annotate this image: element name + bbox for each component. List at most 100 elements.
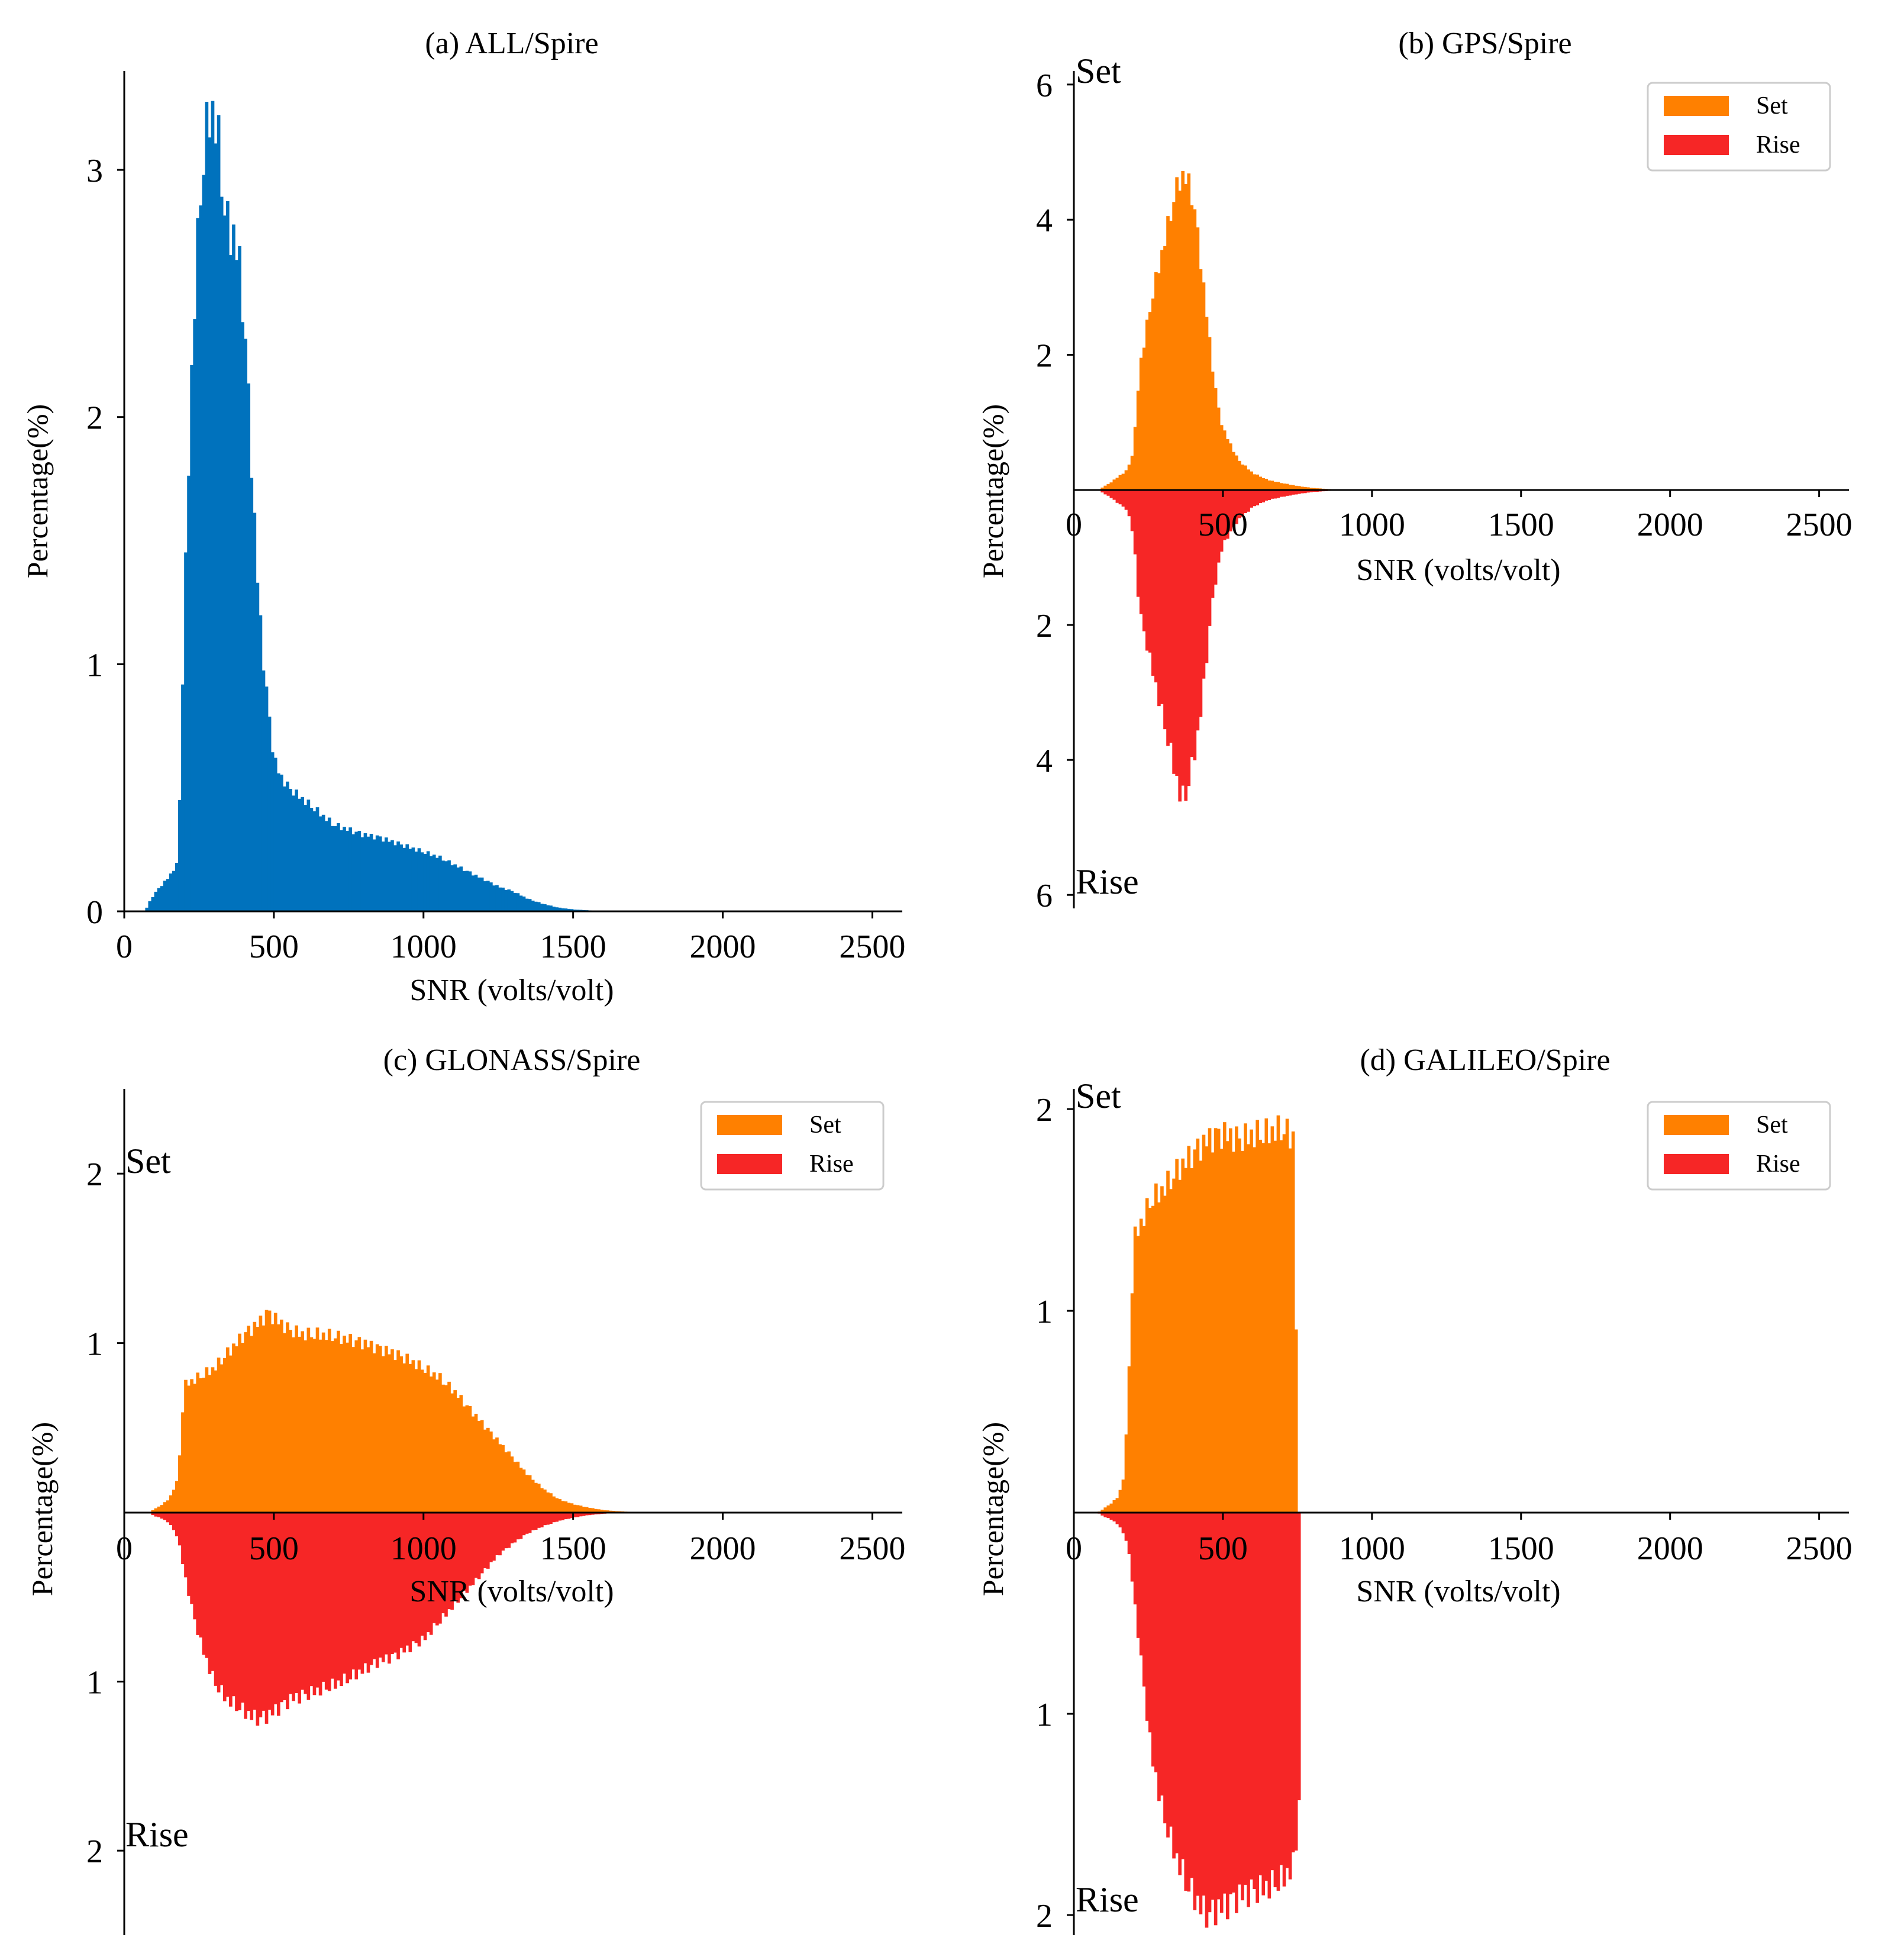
bar-b-rise-800 xyxy=(1312,490,1316,492)
bar-a-all-1210 xyxy=(486,881,490,911)
bar-d-rise-440 xyxy=(1205,1513,1209,1928)
bar-c-rise-390 xyxy=(241,1513,244,1703)
bar-c-rise-1550 xyxy=(588,1513,592,1516)
bar-a-all-170 xyxy=(175,863,179,911)
bar-d-set-610 xyxy=(1256,1120,1259,1513)
bar-d-rise-160 xyxy=(1121,1513,1125,1534)
bar-c-rise-320 xyxy=(220,1513,224,1685)
bar-c-set-1110 xyxy=(456,1398,460,1513)
bar-c-rise-1190 xyxy=(480,1513,484,1574)
bar-c-set-790 xyxy=(360,1349,364,1513)
bar-c-set-270 xyxy=(205,1367,209,1513)
bar-b-set-240 xyxy=(1145,320,1149,490)
bar-c-rise-1470 xyxy=(564,1513,568,1519)
bar-d-rise-410 xyxy=(1196,1513,1200,1896)
bar-b-rise-420 xyxy=(1199,490,1203,717)
y-tick-label-b-5: 6 xyxy=(1036,878,1053,914)
bar-a-all-350 xyxy=(229,255,233,912)
bar-d-set-730 xyxy=(1291,1131,1295,1513)
bar-c-rise-1150 xyxy=(468,1513,472,1586)
bar-c-set-1540 xyxy=(585,1507,589,1513)
bar-c-rise-430 xyxy=(253,1513,257,1710)
bar-c-rise-1090 xyxy=(450,1513,454,1610)
bar-a-all-950 xyxy=(408,849,412,911)
bar-c-rise-160 xyxy=(172,1513,176,1530)
x-tick-label-c-1500: 1500 xyxy=(540,1530,606,1567)
bar-c-rise-1450 xyxy=(558,1513,562,1521)
panel-b-ylabel: Percentage(%) xyxy=(976,404,1009,578)
panel-d-legend-rise-swatch xyxy=(1664,1154,1729,1174)
bar-b-set-630 xyxy=(1261,478,1266,490)
bar-c-set-1300 xyxy=(513,1462,517,1513)
bar-b-set-750 xyxy=(1297,486,1301,490)
bar-c-set-1000 xyxy=(423,1372,427,1513)
bar-d-set-240 xyxy=(1145,1198,1149,1513)
bar-a-all-310 xyxy=(217,115,221,911)
bar-c-rise-1380 xyxy=(537,1513,541,1528)
bar-c-set-290 xyxy=(211,1367,215,1513)
bar-c-set-340 xyxy=(225,1347,230,1513)
x-tick-label-c-2000: 2000 xyxy=(690,1530,756,1567)
bar-d-set-440 xyxy=(1205,1146,1209,1513)
x-tick-label-b-2500: 2500 xyxy=(1786,507,1853,543)
bar-b-set-720 xyxy=(1288,485,1292,490)
bar-c-set-620 xyxy=(309,1337,314,1513)
panel-d-legend-rise-label: Rise xyxy=(1756,1150,1800,1178)
x-tick-label-d-1000: 1000 xyxy=(1339,1530,1405,1567)
bar-c-rise-220 xyxy=(190,1513,193,1604)
bar-c-set-1070 xyxy=(444,1385,448,1513)
bar-c-rise-970 xyxy=(414,1513,418,1643)
y-tick-label-c-0: 2 xyxy=(86,1156,103,1193)
bar-d-rise-550 xyxy=(1238,1513,1241,1885)
bar-b-rise-270 xyxy=(1154,490,1158,683)
bar-c-set-510 xyxy=(276,1324,280,1513)
panel-a-ylabel: Percentage(%) xyxy=(21,404,54,578)
bar-c-rise-350 xyxy=(229,1513,233,1707)
bar-d-set-530 xyxy=(1232,1152,1235,1513)
bar-c-rise-960 xyxy=(411,1513,415,1642)
bar-d-set-580 xyxy=(1247,1144,1250,1513)
panel-b-gps-spire: (b) GPS/Spire 0 500 1000 1500 2000 2500 6 4 2 2 4 6… xyxy=(976,27,1853,914)
bar-c-set-600 xyxy=(304,1340,308,1513)
bar-a-all-420 xyxy=(250,478,254,911)
bar-c-rise-930 xyxy=(402,1513,406,1653)
bar-a-all-910 xyxy=(396,841,400,911)
bar-a-all-1360 xyxy=(531,900,535,911)
bar-c-rise-1140 xyxy=(465,1513,469,1593)
bar-c-rise-380 xyxy=(238,1513,241,1710)
panel-d-set-tag: Set xyxy=(1076,1076,1121,1116)
panel-d-axes: 0 500 1000 1500 2000 2500 2 1 1 2 xyxy=(1036,1089,1853,1935)
bar-a-all-1320 xyxy=(519,895,523,911)
bar-c-set-670 xyxy=(324,1340,328,1513)
bar-d-rise-310 xyxy=(1166,1513,1170,1838)
bar-d-rise-170 xyxy=(1124,1513,1128,1541)
bar-c-rise-980 xyxy=(417,1513,421,1647)
bar-c-set-650 xyxy=(318,1339,322,1513)
bar-c-rise-880 xyxy=(388,1513,391,1664)
bar-b-set-620 xyxy=(1258,476,1263,490)
bar-c-rise-1370 xyxy=(534,1513,538,1530)
bar-c-rise-610 xyxy=(306,1513,311,1700)
bar-d-rise-580 xyxy=(1247,1513,1250,1907)
bar-a-all-660 xyxy=(321,814,325,911)
bar-c-set-1430 xyxy=(552,1496,556,1513)
bar-d-set-140 xyxy=(1115,1498,1119,1513)
panel-b-legend-rise-swatch xyxy=(1664,135,1729,155)
bar-a-all-680 xyxy=(327,817,331,911)
bar-c-rise-1040 xyxy=(435,1513,439,1626)
panel-c-legend-rise-swatch xyxy=(717,1154,782,1174)
bar-d-rise-670 xyxy=(1273,1513,1277,1888)
bar-b-set-250 xyxy=(1148,312,1152,490)
bar-d-set-160 xyxy=(1121,1479,1125,1513)
panel-b-legend-rise-label: Rise xyxy=(1756,131,1800,159)
bar-b-set-370 xyxy=(1184,183,1188,491)
bar-a-all-1380 xyxy=(537,902,541,911)
bar-d-rise-280 xyxy=(1157,1513,1161,1801)
bar-d-set-500 xyxy=(1222,1122,1227,1513)
y-tick-label-b-2: 2 xyxy=(1036,338,1053,375)
bar-d-set-360 xyxy=(1181,1158,1185,1513)
bar-c-set-660 xyxy=(321,1332,325,1513)
bar-d-set-420 xyxy=(1199,1160,1203,1513)
panel-c-xlabel: SNR (volts/volt) xyxy=(409,1575,614,1608)
